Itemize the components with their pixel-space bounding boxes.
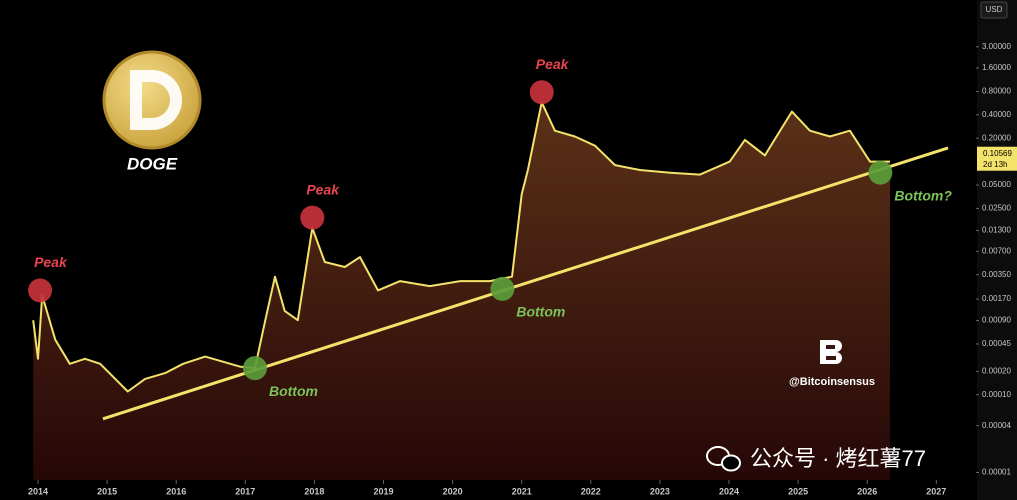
x-tick-label: 2020 xyxy=(443,486,463,496)
last-price-box xyxy=(977,146,1017,171)
x-tick-label: 2015 xyxy=(97,486,117,496)
y-tick-label: 3.00000 xyxy=(982,42,1011,51)
x-tick-label: 2027 xyxy=(926,486,946,496)
peaks-label: Peak xyxy=(536,56,570,72)
y-tick-label: 0.00010 xyxy=(982,390,1011,399)
x-tick-label: 2017 xyxy=(235,486,255,496)
y-tick-label: 0.00020 xyxy=(982,366,1011,375)
y-tick-label: 0.80000 xyxy=(982,87,1011,96)
peaks-marker xyxy=(28,278,53,303)
x-tick-label: 2021 xyxy=(512,486,532,496)
bottoms-label: Bottom? xyxy=(894,187,952,203)
countdown: 2d 13h xyxy=(983,160,1007,169)
y-tick-label: 0.00350 xyxy=(982,270,1011,279)
x-tick-label: 2025 xyxy=(788,486,808,496)
watermark: 公众号 · 烤红薯77 xyxy=(750,446,926,471)
price-line xyxy=(32,101,890,393)
price-area xyxy=(33,102,891,481)
y-tick-label: 0.00700 xyxy=(982,246,1011,255)
x-tick-label: 2024 xyxy=(719,486,739,496)
bottoms-label: Bottom xyxy=(516,304,565,320)
x-tick-label: 2022 xyxy=(581,486,601,496)
x-tick-label: 2014 xyxy=(28,486,48,496)
peaks-label: Peak xyxy=(306,181,340,197)
x-tick-label: 2018 xyxy=(304,486,324,496)
currency: USD xyxy=(986,5,1003,14)
trendline xyxy=(102,146,949,421)
peaks-label: Peak xyxy=(34,254,68,270)
y-tick-label: 0.20000 xyxy=(982,133,1011,142)
x-tick-label: 2019 xyxy=(373,486,393,496)
chart-title: DOGE xyxy=(127,154,178,173)
y-tick-label: 0.00004 xyxy=(982,421,1011,430)
wechat-icon xyxy=(706,446,741,472)
y-tick-label: 0.40000 xyxy=(982,110,1011,119)
bottoms-marker xyxy=(490,276,515,301)
y-tick-label: 0.01300 xyxy=(982,226,1011,235)
x-tick-label: 2026 xyxy=(857,486,877,496)
bottoms-marker xyxy=(242,356,267,381)
credit: @Bitcoinsensus xyxy=(789,376,875,388)
y-tick-label: 0.00045 xyxy=(982,339,1011,348)
x-tick-label: 2016 xyxy=(166,486,186,496)
last-price: 0.10569 xyxy=(983,149,1012,158)
y-tick-label: 0.02500 xyxy=(982,203,1011,212)
doge-logo xyxy=(102,50,202,150)
y-tick-label: 0.00170 xyxy=(982,294,1011,303)
y-tick-label: 0.05000 xyxy=(982,180,1011,189)
x-tick-label: 2023 xyxy=(650,486,670,496)
credit-logo xyxy=(820,340,842,364)
bottoms-label: Bottom xyxy=(269,383,318,399)
currency-box xyxy=(980,1,1008,19)
plot-area xyxy=(28,80,949,481)
bottoms-marker xyxy=(868,160,893,185)
y-tick-label: 0.00001 xyxy=(982,468,1011,477)
peaks-marker xyxy=(300,205,325,230)
price-axis xyxy=(977,0,1017,500)
y-tick-label: 0.00090 xyxy=(982,316,1011,325)
peaks-marker xyxy=(529,80,554,105)
y-tick-label: 1.60000 xyxy=(982,63,1011,72)
